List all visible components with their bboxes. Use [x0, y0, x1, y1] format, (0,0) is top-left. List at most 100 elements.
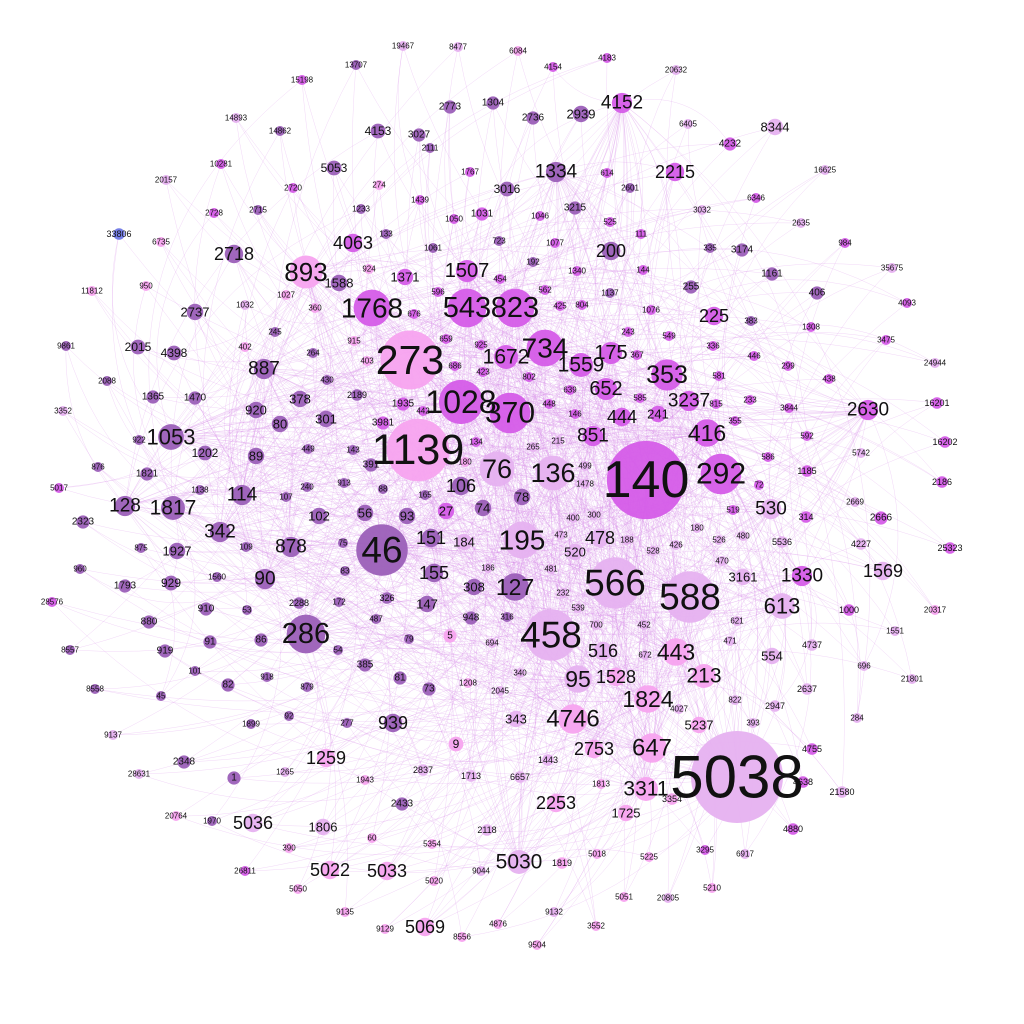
graph-edge — [233, 253, 772, 517]
graph-edge — [211, 364, 582, 822]
graph-edge — [555, 171, 715, 317]
graph-node: 60 — [367, 833, 377, 843]
graph-edge — [555, 171, 612, 252]
graph-node: 960 — [73, 564, 87, 574]
graph-edge — [496, 432, 708, 482]
node-label: 172 — [332, 598, 346, 607]
graph-node: 1000 — [839, 604, 859, 616]
node-circle — [231, 484, 253, 506]
node-circle — [418, 406, 428, 416]
node-circle — [553, 436, 563, 446]
graph-node: 20632 — [665, 65, 688, 75]
graph-edge — [683, 315, 715, 402]
node-label: 2715 — [249, 206, 267, 215]
graph-edge — [445, 338, 708, 434]
graph-node: 3354 — [662, 793, 682, 805]
graph-node: 186 — [481, 563, 495, 573]
graph-node: 5036 — [233, 813, 273, 833]
node-label: 20157 — [155, 176, 178, 185]
graph-node: 5020 — [425, 876, 443, 886]
graph-edge — [592, 429, 862, 545]
node-circle — [494, 236, 504, 246]
graph-edge — [170, 368, 265, 438]
node-label: 1560 — [208, 573, 226, 582]
node-circle — [501, 573, 529, 601]
node-circle — [850, 497, 860, 507]
node-label: 1050 — [445, 215, 463, 224]
node-label: 146 — [568, 410, 582, 419]
graph-node: 9132 — [545, 907, 563, 917]
node-circle — [297, 75, 307, 85]
graph-edge — [505, 356, 862, 545]
graph-edge — [505, 356, 658, 790]
graph-edge — [338, 601, 653, 749]
graph-edge — [645, 655, 773, 790]
graph-edge — [264, 400, 690, 580]
node-circle — [140, 467, 154, 481]
node-circle — [855, 538, 867, 550]
node-label: 621 — [730, 617, 744, 626]
graph-edge — [508, 270, 578, 414]
graph-edge — [364, 409, 869, 551]
graph-edge — [325, 418, 579, 680]
node-circle — [271, 415, 289, 433]
graph-node: 1819 — [552, 857, 572, 869]
graph-node: 82 — [221, 678, 235, 692]
node-circle — [494, 345, 518, 369]
graph-edge — [505, 171, 560, 358]
graph-edge — [264, 578, 327, 759]
node-circle — [351, 389, 363, 401]
graph-node: 1478 — [576, 479, 594, 489]
node-label: 1813 — [592, 780, 610, 789]
graph-node: 984 — [838, 238, 852, 248]
node-circle — [302, 482, 312, 492]
node-circle — [738, 531, 748, 541]
node-label: 82 — [222, 680, 234, 691]
graph-edge — [173, 307, 516, 376]
graph-edge — [552, 66, 722, 475]
graph-edge — [666, 324, 936, 376]
graph-edge — [170, 171, 557, 438]
node-label: 1470 — [184, 393, 207, 404]
graph-edge — [519, 171, 616, 584]
node-label: 1161 — [761, 269, 783, 280]
graph-edge — [263, 368, 680, 710]
graph-edge — [124, 368, 265, 507]
graph-node: 79 — [404, 634, 414, 644]
node-label: 734 — [522, 333, 569, 364]
graph-node: 240 — [300, 482, 314, 492]
node-circle — [556, 530, 566, 540]
node-circle — [463, 678, 473, 688]
graph-edge — [605, 331, 936, 390]
graph-edge — [466, 277, 715, 317]
graph-edge — [371, 307, 647, 790]
node-circle — [693, 419, 721, 447]
node-circle — [881, 335, 891, 345]
node-circle — [707, 883, 717, 893]
graph-edge — [318, 468, 498, 518]
graph-edge — [544, 346, 751, 401]
node-circle — [322, 375, 332, 385]
node-label: 2939 — [567, 107, 596, 122]
node-label: 2753 — [574, 739, 614, 759]
node-label: 5038 — [670, 744, 803, 811]
graph-edge — [521, 374, 668, 541]
node-circle — [54, 483, 64, 493]
graph-edge — [514, 307, 783, 607]
node-circle — [190, 666, 200, 676]
node-label: 478 — [585, 528, 615, 548]
graph-edge — [466, 270, 705, 677]
graph-node: 1588 — [325, 274, 353, 292]
graph-edge — [466, 307, 668, 376]
graph-edge — [485, 188, 508, 358]
graph-edge — [170, 436, 248, 611]
graph-edge — [509, 407, 936, 611]
node-label: 5050 — [289, 885, 307, 894]
node-label: 232 — [556, 589, 570, 598]
node-circle — [810, 286, 824, 300]
graph-node: 519 — [726, 505, 740, 515]
graph-edge — [264, 578, 401, 679]
graph-node: 1560 — [208, 572, 226, 582]
node-circle — [113, 228, 125, 240]
node-circle — [374, 180, 384, 190]
